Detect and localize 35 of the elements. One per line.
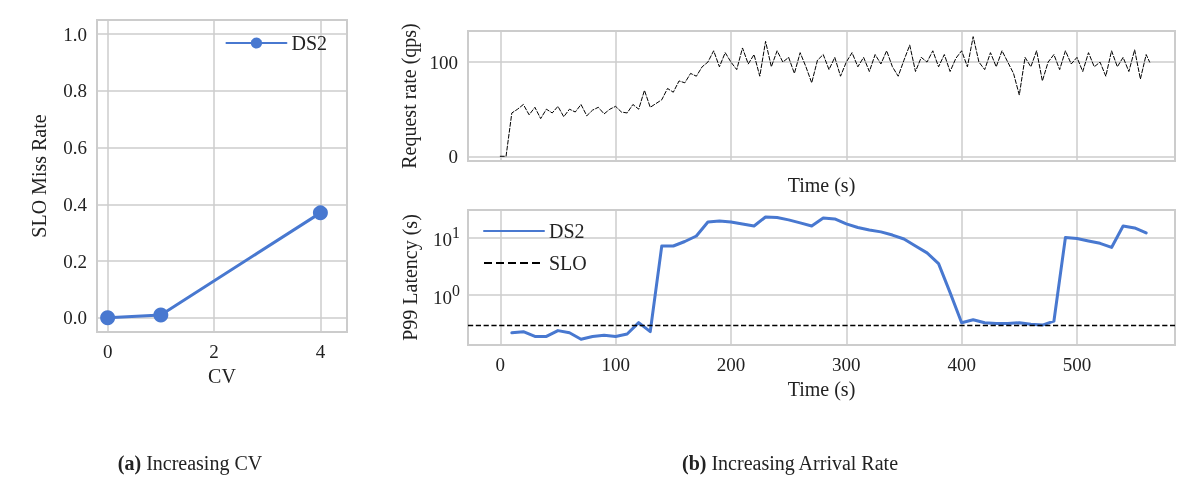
y-tick-label: 0.0 [63,307,87,329]
line-series [510,215,1148,341]
x-axis-title: Time (s) [787,378,856,401]
y-tick-label: 0.2 [63,250,87,272]
x-axis-title: CV [208,365,237,387]
y-axis-title: Request rate (qps) [397,23,421,169]
text: (b) Increasing Arrival Rate [681,452,899,475]
x-tick-label: 2 [209,341,219,362]
legend-label: DS2 [291,32,328,54]
point [312,205,328,221]
y-tick-label: 0.6 [63,137,87,159]
y-tick-label: 0 [448,145,458,167]
point [100,310,116,326]
y-tick-label: 10$^{0}$ [433,282,460,308]
y-axis-title: SLO Miss Rate [28,114,50,238]
legend-label: SLO [549,252,587,274]
x-tick-label: 4 [315,341,326,362]
y-tick-label: 0.4 [63,193,88,215]
x-tick-label: 400 [947,354,976,375]
y-tick-label: 10$^{1}$ [433,224,460,251]
x-tick-label: 100 [601,354,630,375]
x-tick-label: 300 [832,354,861,375]
x-tick-label: 200 [716,354,746,375]
point [153,307,169,323]
y-tick-label: 100 [429,51,458,73]
text: (a) Increasing CV [117,452,263,475]
y-tick-label: 0.8 [63,80,87,102]
legend-label: DS2 [549,220,585,242]
x-tick-label: 500 [1062,354,1092,375]
x-tick-label: 0 [495,354,506,375]
y-tick-label: 1.0 [63,23,87,45]
y-axis-title: P99 Latency (s) [399,214,422,341]
line-series [499,36,1151,157]
x-tick-label: 0 [102,341,113,362]
x-axis-title: Time (s) [787,174,856,197]
